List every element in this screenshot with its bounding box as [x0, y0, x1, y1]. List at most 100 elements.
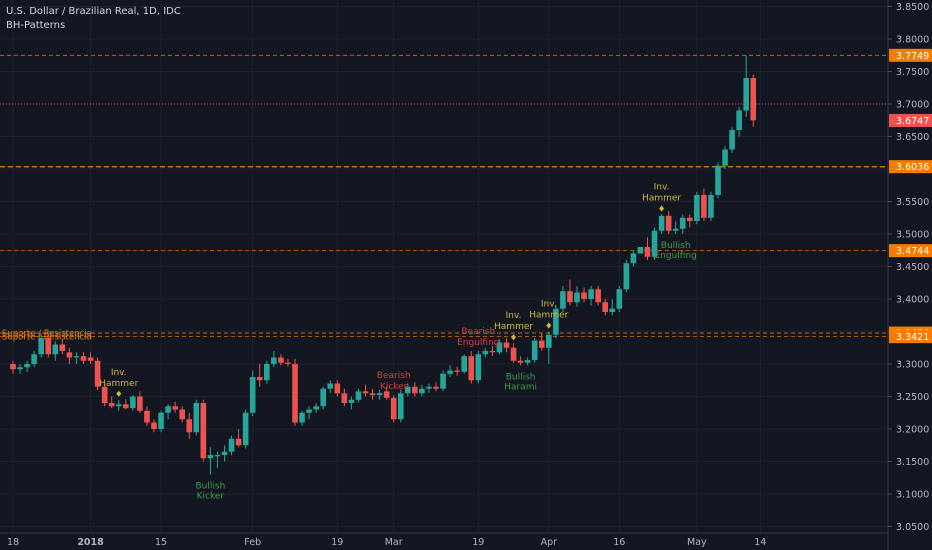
- candle-body: [214, 455, 221, 457]
- candle-body: [405, 386, 411, 394]
- candle-body: [426, 386, 432, 389]
- candle-body: [242, 412, 249, 446]
- level-price-tag-text: 3.7749: [896, 51, 929, 62]
- time-tick-label: Apr: [541, 537, 558, 548]
- candle-body: [694, 195, 700, 221]
- candle-body: [369, 393, 376, 396]
- pattern-label: Harami: [504, 382, 537, 392]
- candle-body: [200, 403, 207, 459]
- candle-body: [588, 289, 594, 299]
- time-axis[interactable]: 18 2018 15 Feb 19 Mar 19 Apr 16 May 14: [0, 532, 888, 548]
- pattern-label: Inv.: [111, 368, 127, 378]
- candle-body: [327, 383, 334, 389]
- candle-body: [581, 292, 587, 299]
- candle-body: [31, 354, 37, 364]
- candle-body: [10, 364, 16, 370]
- candle-body: [299, 412, 305, 423]
- candle-body: [736, 110, 742, 130]
- candle-body: [531, 340, 538, 361]
- pattern-label: Hammer: [99, 379, 138, 389]
- candle-body: [503, 342, 510, 348]
- price-tick-label: 3.5500: [896, 197, 929, 208]
- candle-body: [729, 130, 735, 150]
- candle-body: [73, 356, 80, 358]
- candle-body: [397, 393, 404, 420]
- candle-body: [228, 438, 235, 452]
- level-label: Suporte / Resistencia: [2, 333, 92, 343]
- candle-body: [348, 399, 355, 403]
- chart-legend: U.S. Dollar / Brazilian Real, 1D, IDC BH…: [6, 5, 181, 33]
- price-tick-label: 3.4000: [896, 295, 929, 306]
- candle-body: [665, 215, 672, 231]
- candle-body: [285, 362, 291, 364]
- pattern-marker: [546, 322, 552, 329]
- level-price-tag: [889, 160, 932, 174]
- candle-body: [271, 357, 277, 364]
- candle-body: [496, 342, 503, 353]
- candle-body: [489, 351, 496, 353]
- candlesticks: [10, 55, 757, 475]
- candle-body: [320, 388, 326, 407]
- price-tick-label: 3.6500: [896, 132, 929, 143]
- candle-body: [292, 364, 298, 423]
- time-tick-label: 16: [613, 537, 625, 548]
- candle-body: [750, 78, 757, 121]
- candle-body: [644, 247, 651, 257]
- price-tick-label: 3.8000: [896, 35, 929, 46]
- indicator-name[interactable]: BH-Patterns: [6, 20, 66, 31]
- pattern-label: Engulfing: [654, 251, 696, 261]
- pattern-label: Bearish: [461, 327, 495, 337]
- level-price-tag: [889, 244, 932, 258]
- level-price-tag-text: 3.6747: [896, 116, 929, 127]
- candle-body: [553, 308, 559, 335]
- level-price-tag: [889, 330, 932, 344]
- candle-body: [278, 357, 284, 363]
- candle-body: [334, 383, 341, 394]
- symbol-title[interactable]: U.S. Dollar / Brazilian Real, 1D, IDC: [6, 6, 181, 17]
- candle-body: [115, 404, 122, 407]
- time-tick-label: 2018: [77, 537, 104, 548]
- price-tick-label: 3.0500: [896, 522, 929, 533]
- level-price-tag: [889, 48, 932, 62]
- candle-body: [390, 397, 397, 420]
- price-tick-label: 3.7000: [896, 100, 929, 111]
- pattern-label: Bullish: [196, 482, 226, 492]
- candle-body: [419, 388, 425, 394]
- candle-body: [24, 364, 30, 368]
- candle-body: [574, 292, 580, 303]
- candle-body: [207, 455, 214, 459]
- candle-body: [306, 409, 312, 413]
- candle-body: [447, 370, 453, 374]
- candle-body: [510, 347, 517, 361]
- time-tick-label: 19: [331, 537, 343, 548]
- price-tick-label: 3.2000: [896, 425, 929, 436]
- time-tick-label: 18: [7, 537, 19, 548]
- time-tick-label: May: [687, 537, 707, 548]
- candle-body: [59, 344, 66, 351]
- time-tick-label: 15: [155, 537, 167, 548]
- pattern-label: Kicker: [380, 382, 408, 392]
- candle-body: [440, 373, 446, 389]
- candle-body: [17, 367, 23, 370]
- candle-body: [701, 195, 707, 218]
- level-price-tag-text: 3.6036: [896, 162, 929, 173]
- candle-body: [433, 386, 439, 389]
- candle-body: [362, 391, 369, 394]
- candle-body: [108, 403, 115, 407]
- pattern-label: Bullish: [506, 372, 536, 382]
- time-tick-label: 19: [472, 537, 484, 548]
- candle-body: [193, 403, 200, 433]
- pattern-label: Hammer: [642, 194, 681, 204]
- candle-body: [45, 338, 52, 355]
- candle-body: [567, 291, 573, 303]
- candle-body: [186, 419, 193, 433]
- candle-body: [66, 352, 73, 358]
- price-axis[interactable]: 3.05003.10003.15003.20003.25003.30003.35…: [887, 0, 932, 550]
- candle-body: [137, 396, 143, 411]
- candle-body: [609, 308, 616, 312]
- pattern-label: Inv.: [541, 300, 557, 310]
- candle-body: [679, 217, 686, 229]
- candle-body: [80, 356, 87, 361]
